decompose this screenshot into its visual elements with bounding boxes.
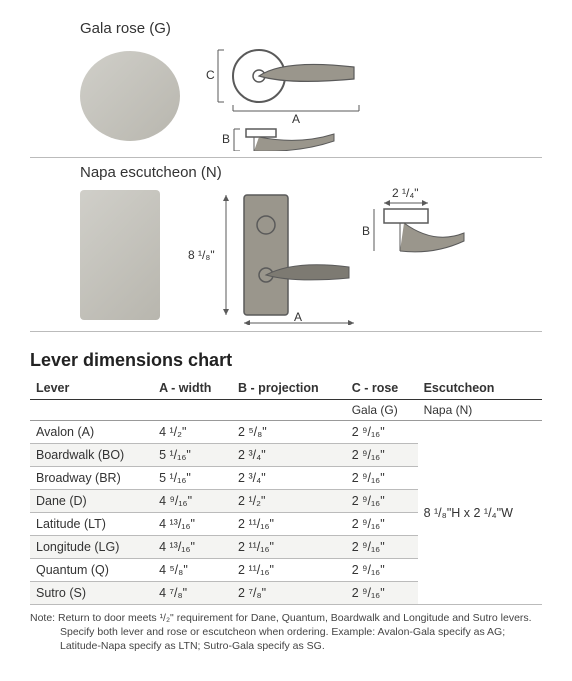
gala-photo [80, 51, 180, 141]
table-row: Avalon (A)4 ¹/₂"2 ⁵/₈"2 ⁹/₁₆"8 ¹/₈"H x 2… [30, 421, 542, 444]
divider-1 [30, 157, 542, 158]
cell-value: 2 ³/₄" [232, 467, 346, 490]
napa-photo [80, 190, 160, 320]
napa-diagram: 8 ¹/₈" A 2 ¹/₄" B [184, 185, 474, 325]
cell-value: 4 ⁵/₈" [153, 559, 232, 582]
cell-value: 2 ⁹/₁₆" [346, 490, 418, 513]
napa-row: 8 ¹/₈" A 2 ¹/₄" B [30, 185, 542, 325]
cell-value: 2 ¹/₂" [232, 490, 346, 513]
cell-value: 4 ⁷/₈" [153, 582, 232, 605]
cell-value: 2 ⁹/₁₆" [346, 467, 418, 490]
gala-row: C A B [30, 41, 542, 151]
footnote: Note: Return to door meets ¹/₂" requirem… [30, 611, 542, 654]
cell-value: 4 ¹/₂" [153, 421, 232, 444]
svg-text:B: B [362, 224, 370, 238]
cell-lever: Longitude (LG) [30, 536, 153, 559]
divider-2 [30, 331, 542, 332]
napa-height-label: 8 ¹/₈" [188, 248, 215, 262]
napa-section: Napa escutcheon (N) 8 ¹/₈" A 2 ¹/₄" [30, 164, 542, 325]
cell-value: 2 ⁷/₈" [232, 582, 346, 605]
cell-value: 2 ¹¹/₁₆" [232, 513, 346, 536]
escutcheon-merged-cell: 8 ¹/₈"H x 2 ¹/₄"W [418, 421, 542, 605]
cell-value: 4 ¹³/₁₆" [153, 536, 232, 559]
gala-section: Gala rose (G) C A B [30, 20, 542, 151]
cell-value: 2 ⁹/₁₆" [346, 513, 418, 536]
table-subhead-row: Gala (G) Napa (N) [30, 400, 542, 421]
cell-value: 2 ⁹/₁₆" [346, 559, 418, 582]
napa-label: Napa escutcheon (N) [30, 164, 542, 181]
table-header-row: Lever A - width B - projection C - rose … [30, 377, 542, 400]
dimensions-table: Lever A - width B - projection C - rose … [30, 377, 542, 605]
cell-value: 2 ¹¹/₁₆" [232, 536, 346, 559]
cell-value: 2 ⁹/₁₆" [346, 536, 418, 559]
dim-c-label: C [206, 68, 215, 82]
cell-lever: Broadway (BR) [30, 467, 153, 490]
cell-value: 2 ⁵/₈" [232, 421, 346, 444]
cell-value: 2 ³/₄" [232, 444, 346, 467]
chart-title: Lever dimensions chart [30, 350, 542, 371]
subhead-napa: Napa (N) [418, 400, 542, 421]
col-a: A - width [153, 377, 232, 400]
subhead-gala: Gala (G) [346, 400, 418, 421]
cell-lever: Latitude (LT) [30, 513, 153, 536]
cell-value: 4 ⁹/₁₆" [153, 490, 232, 513]
cell-lever: Sutro (S) [30, 582, 153, 605]
cell-lever: Avalon (A) [30, 421, 153, 444]
col-escutcheon: Escutcheon [418, 377, 542, 400]
cell-value: 4 ¹³/₁₆" [153, 513, 232, 536]
col-b: B - projection [232, 377, 346, 400]
cell-value: 5 ¹/₁₆" [153, 444, 232, 467]
note-line2: Specify both lever and rose or escutcheo… [30, 625, 542, 653]
col-c: C - rose [346, 377, 418, 400]
cell-lever: Boardwalk (BO) [30, 444, 153, 467]
dim-b-label: B [222, 132, 230, 146]
gala-diagram: C A B [204, 41, 424, 151]
dim-a-label: A [292, 112, 300, 126]
cell-value: 2 ¹¹/₁₆" [232, 559, 346, 582]
cell-value: 2 ⁹/₁₆" [346, 421, 418, 444]
cell-lever: Quantum (Q) [30, 559, 153, 582]
cell-value: 2 ⁹/₁₆" [346, 582, 418, 605]
cell-lever: Dane (D) [30, 490, 153, 513]
cell-value: 5 ¹/₁₆" [153, 467, 232, 490]
col-lever: Lever [30, 377, 153, 400]
napa-width-label: 2 ¹/₄" [392, 186, 419, 200]
gala-label: Gala rose (G) [30, 20, 542, 37]
note-line1: Note: Return to door meets ¹/₂" requirem… [30, 612, 532, 624]
svg-text:A: A [294, 310, 302, 324]
cell-value: 2 ⁹/₁₆" [346, 444, 418, 467]
